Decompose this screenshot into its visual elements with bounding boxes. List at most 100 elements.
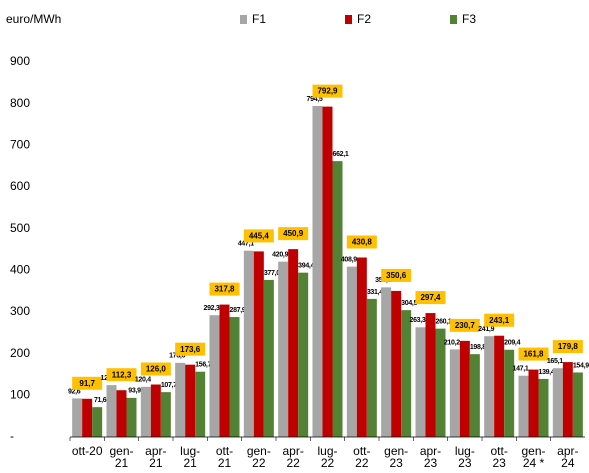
value-label: 297,4 [420,293,441,302]
x-tick-label: lug-23 [455,444,475,470]
value-label: 794,5 [306,96,322,103]
value-label: 241,9 [478,326,494,333]
legend-label: F1 [252,12,266,26]
value-label: 662,1 [332,151,348,158]
bar [312,105,323,437]
value-label: 179,8 [558,342,579,351]
bar [253,251,264,437]
value-label: 92,6 [68,388,81,395]
value-label: 350,6 [386,271,407,280]
bar [391,290,402,437]
bar [346,266,357,437]
value-label: 120,4 [135,377,151,384]
value-label: 243,1 [489,316,510,325]
value-label: 304,5 [401,300,417,307]
bar [209,315,220,437]
value-label: 331,4 [367,289,383,296]
bar [278,261,289,437]
value-label: 292,3 [203,305,219,312]
y-tick-label: 100 [10,388,30,402]
x-tick-label: ott-22 [353,444,370,470]
bar [229,317,240,437]
bar [528,369,539,437]
value-label: 377,0 [264,270,280,277]
legend-marker [450,15,457,24]
bar [126,397,137,437]
value-label: 263,3 [409,317,425,324]
y-tick-label: 600 [10,179,30,193]
y-tick-label: 500 [10,221,30,235]
bar [288,249,299,437]
bar [562,362,573,437]
value-label: 209,4 [504,340,520,347]
value-label-box [243,229,274,243]
bar [435,328,446,437]
value-label: 107,7 [161,382,177,389]
value-label-box [415,291,446,305]
bar [381,287,392,437]
y-axis-title: euro/MWh [6,12,61,26]
value-label: 447,1 [238,241,254,248]
bar [356,257,367,437]
y-tick-label: 700 [10,138,30,152]
value-label-box [346,235,377,249]
bar [494,335,505,437]
bar [263,279,274,437]
x-tick-label: gen-21 [109,444,133,470]
bar [219,304,230,437]
bar [322,106,333,437]
x-tick-label: gen-22 [247,444,271,470]
value-label: 287,9 [229,307,245,314]
value-label: 178,0 [169,353,185,360]
bar [366,298,377,437]
x-tick-label: gen-23 [384,444,408,470]
bar [332,161,343,437]
bar [175,362,186,437]
value-label: 420,9 [272,251,288,258]
y-tick-label: 900 [10,54,30,68]
bar [459,340,470,437]
bar [106,385,117,437]
value-label-box [72,376,103,390]
bar [518,375,529,437]
value-label-box [312,84,343,98]
bar [298,272,309,437]
value-label: 147,1 [512,366,528,373]
x-tick-label: apr-24 [557,444,578,470]
y-tick-label: 300 [10,304,30,318]
value-label: 450,9 [283,229,304,238]
bar [92,407,103,437]
bar [425,313,436,437]
bar [449,349,460,437]
x-tick-label: lug-22 [317,444,337,470]
legend-label: F3 [462,12,476,26]
value-label-box [175,342,206,356]
value-label: 210,2 [444,339,460,346]
x-tick-label: apr-21 [145,444,166,470]
value-label-box [518,347,549,361]
y-tick-label: - [10,429,14,443]
bar [538,378,549,437]
bar [160,392,171,437]
bar [116,390,127,437]
value-label-box [552,340,583,354]
legend-marker [345,15,352,24]
bar [552,368,563,437]
x-tick-label: ott-23 [490,444,507,470]
bar [185,364,196,437]
x-tick-label: apr-23 [420,444,441,470]
value-label-box [209,282,240,296]
x-tick-label: gen-24 * [521,444,545,470]
value-label: 156,7 [195,362,211,369]
x-tick-label: ott-21 [216,444,233,470]
bar [82,398,93,437]
bar [504,349,515,437]
value-label: 139,4 [538,369,554,376]
bar [415,327,426,437]
bar [72,398,83,437]
y-tick-label: 400 [10,263,30,277]
value-label: 408,9 [341,256,357,263]
value-label: 93,9 [128,388,141,395]
value-label: 317,8 [214,285,235,294]
